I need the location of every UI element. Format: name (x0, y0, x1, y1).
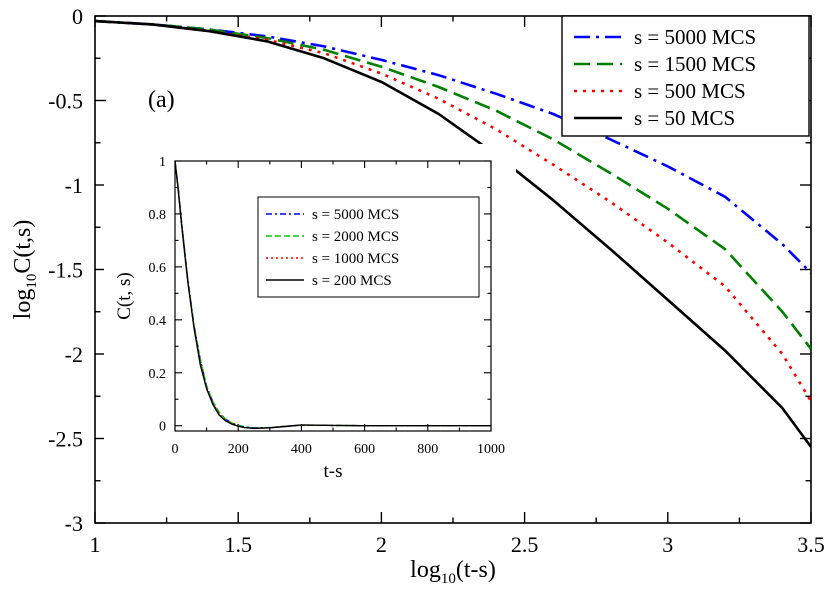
inset-y-axis-label: C(t, s) (114, 272, 135, 320)
main-series-line-2 (95, 19, 811, 402)
main-y-tick-label: -2 (65, 342, 83, 367)
inset-series-group (175, 161, 491, 430)
inset-y-tick-label: 0.6 (149, 261, 167, 276)
inset-x-tick-label: 600 (354, 442, 375, 457)
main-series-line-3 (95, 19, 811, 448)
inset-x-tick-label: 1000 (477, 442, 505, 457)
panel-label: (a) (148, 87, 175, 113)
inset-y-tick-label: 0.2 (149, 367, 167, 382)
main-legend-box (561, 15, 810, 137)
inset-y-tick-label: 0 (159, 420, 166, 435)
main-x-tick-label: 1 (90, 532, 101, 557)
main-legend-label: s = 5000 MCS (634, 25, 756, 49)
inset-x-tick-label: 200 (228, 442, 249, 457)
main-legend-label: s = 500 MCS (634, 79, 746, 103)
main-y-tick-label: -1.5 (48, 258, 83, 283)
inset-y-tick-label: 1 (159, 155, 166, 170)
main-x-tick-label: 2 (376, 532, 387, 557)
inset-x-tick-label: 0 (172, 442, 179, 457)
main-x-tick-label: 3 (662, 532, 673, 557)
main-x-axis-label: log10(t-s) (410, 557, 496, 587)
main-series-group (95, 19, 811, 448)
main-y-axis-label-rest: C(t,s) (10, 220, 36, 274)
main-y-tick-label: -3 (65, 511, 83, 536)
main-legend-label: s = 1500 MCS (634, 52, 756, 76)
inset-legend-label: s = 200 MCS (312, 273, 392, 289)
inset-legend-label: s = 1000 MCS (312, 251, 399, 267)
inset-legend-label: s = 2000 MCS (312, 229, 399, 245)
main-x-axis-label-rest: (t-s) (456, 557, 496, 583)
inset-x-axis-label: t-s (324, 461, 343, 482)
main-legend-label: s = 50 MCS (634, 106, 735, 130)
inset-x-tick-label: 800 (417, 442, 438, 457)
inset-x-tick-label: 400 (291, 442, 312, 457)
inset-y-tick-label: 0.8 (149, 208, 167, 223)
main-x-axis-label-subscript: 10 (441, 571, 456, 587)
main-y-axis-label-subscript: 10 (24, 274, 40, 289)
inset-y-tick-label: 0.4 (149, 314, 167, 329)
inset-legend-label: s = 5000 MCS (312, 207, 399, 223)
main-y-tick-label: -0.5 (48, 89, 83, 114)
main-y-tick-label: 0 (72, 4, 83, 29)
main-y-tick-label: -1 (65, 173, 83, 198)
main-x-tick-label: 2.5 (511, 532, 539, 557)
main-series-line-1 (95, 19, 811, 350)
main-y-axis-label: log10C(t,s) (10, 220, 40, 320)
main-y-axis-label-base: log (10, 289, 36, 320)
main-y-tick-label: -2.5 (48, 427, 83, 452)
main-x-tick-label: 3.5 (797, 532, 825, 557)
main-x-axis-label-base: log (410, 557, 441, 583)
main-x-tick-label: 1.5 (224, 532, 252, 557)
inset-plot: 0 200 400 600 800 1000 0 0.2 0.4 0.6 0.8 1 t-s C(t, s… (104, 144, 516, 496)
inset-series-line-3 (175, 161, 491, 430)
